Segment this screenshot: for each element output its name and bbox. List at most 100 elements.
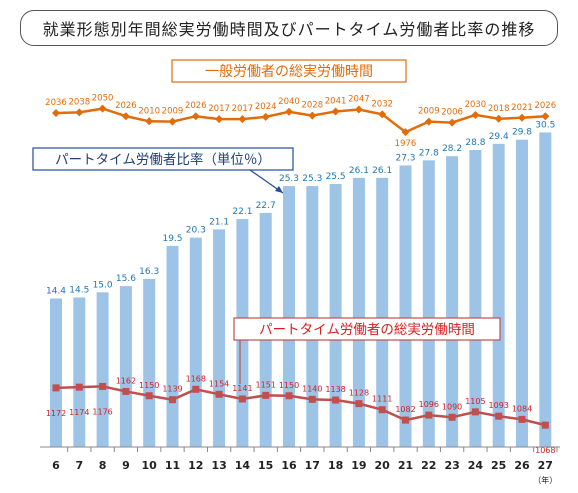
x-tick-label: 22	[421, 459, 436, 472]
ratio-label: 22.1	[232, 207, 252, 217]
general-hours-label: 2009	[162, 107, 184, 117]
ratio-bar	[143, 278, 156, 447]
ratio-label: 14.4	[46, 287, 66, 297]
ratio-label: 25.5	[326, 172, 346, 182]
part-hours-label: 1172	[46, 409, 66, 418]
general-hours-marker	[238, 115, 247, 124]
ratio-bar	[492, 143, 505, 447]
part-hours-label: 1141	[232, 384, 252, 393]
x-tick-label: 6	[52, 459, 60, 472]
ratio-label: 29.4	[489, 132, 509, 142]
part-hours-marker	[355, 400, 363, 408]
ratio-legend-arrowhead	[275, 186, 283, 193]
ratio-label: 28.8	[465, 138, 485, 148]
part-hours-label: 1174	[69, 408, 89, 417]
ratio-label: 14.5	[69, 285, 89, 295]
part-hours-marker	[518, 415, 526, 423]
part-hours-label: 1093	[489, 401, 509, 410]
general-hours-marker	[331, 107, 340, 116]
part-hours-label: 1111	[372, 395, 392, 404]
general-hours-label: 2032	[371, 99, 393, 109]
x-tick-label: 18	[328, 459, 343, 472]
ratio-label: 27.8	[419, 148, 439, 158]
part-hours-label: 1096	[419, 400, 439, 409]
general-hours-marker	[168, 117, 177, 126]
part-hours-marker	[238, 395, 246, 403]
part-hours-marker	[471, 408, 479, 416]
general-hours-label: 2030	[465, 100, 487, 110]
ratio-bar	[469, 150, 482, 447]
general-hours-marker	[191, 112, 200, 121]
general-hours-marker	[401, 128, 410, 137]
part-hours-label: 1138	[325, 385, 345, 394]
x-axis-unit: （年）	[533, 475, 557, 485]
x-tick-label: 8	[99, 459, 107, 472]
general-hours-line	[55, 107, 546, 134]
general-hours-marker	[448, 118, 457, 127]
general-hours-marker	[98, 104, 107, 113]
part-hours-label: 1154	[209, 379, 229, 388]
general-hours-marker	[75, 108, 84, 117]
ratio-label: 19.5	[162, 234, 182, 244]
ratio-label: 15.6	[116, 274, 136, 284]
ratio-bar	[96, 292, 109, 447]
ratio-legend-text: パートタイム労働者比率（単位％）	[55, 151, 271, 168]
x-tick-label: 15	[258, 459, 273, 472]
ratio-label: 16.3	[139, 267, 159, 277]
general-hours-marker	[121, 112, 130, 121]
x-tick-label: 26	[514, 459, 530, 472]
part-hours-legend-box	[233, 317, 501, 341]
general-hours-label: 2006	[441, 108, 463, 118]
part-hours-label: 1176	[92, 407, 112, 416]
x-tick-label: 14	[235, 459, 251, 472]
general-hours-label: 2009	[418, 107, 440, 117]
part-hours-label: 1105	[465, 397, 485, 406]
ratio-label: 26.1	[349, 166, 369, 176]
part-hours-marker	[541, 421, 549, 429]
part-hours-label: 1090	[442, 402, 462, 411]
ratio-bar	[516, 139, 528, 447]
general-hours-legend-text: 一般労働者の総実労働時間	[205, 64, 373, 80]
part-hours-marker	[402, 416, 409, 424]
part-hours-label: 1151	[256, 380, 276, 389]
ratio-label: 30.5	[535, 120, 555, 130]
part-hours-label: 1084	[512, 404, 532, 413]
ratio-label: 25.3	[302, 174, 322, 184]
ratio-label: 25.3	[279, 174, 299, 184]
x-tick-label: 25	[491, 459, 506, 472]
part-hours-marker	[262, 391, 270, 399]
part-hours-label: 1139	[162, 385, 182, 394]
general-hours-label: 2017	[208, 104, 230, 114]
general-hours-marker	[52, 109, 60, 118]
ratio-bar	[119, 286, 132, 447]
ratio-bar	[166, 245, 179, 447]
part-hours-label: 1150	[139, 381, 159, 390]
general-hours-marker	[261, 112, 270, 121]
ratio-legend-box	[32, 147, 294, 171]
part-hours-marker	[285, 392, 293, 400]
x-tick-label: 23	[444, 459, 459, 472]
ratio-bar	[422, 160, 435, 447]
ratio-bar	[283, 186, 295, 447]
x-tick-label: 16	[281, 459, 297, 472]
general-hours-marker	[354, 105, 363, 114]
general-hours-label: 2026	[534, 101, 556, 111]
part-hours-label: 1068	[535, 446, 555, 455]
part-hours-marker	[145, 392, 153, 400]
x-tick-label: 9	[122, 459, 130, 472]
general-hours-label: 2028	[301, 101, 323, 111]
part-hours-label: 1128	[349, 389, 369, 398]
ratio-bar	[352, 177, 365, 447]
ratio-label: 29.8	[512, 128, 532, 138]
general-hours-label: 2036	[45, 98, 67, 108]
x-tick-label: 20	[375, 459, 391, 472]
x-tick-label: 13	[211, 459, 226, 472]
part-hours-marker	[192, 385, 200, 393]
general-hours-label: 2026	[185, 101, 207, 111]
x-tick-label: 11	[165, 459, 180, 472]
general-hours-label: 2047	[348, 95, 370, 105]
general-hours-label: 2038	[68, 97, 90, 107]
general-hours-marker	[308, 111, 317, 120]
part-hours-marker	[332, 396, 340, 404]
